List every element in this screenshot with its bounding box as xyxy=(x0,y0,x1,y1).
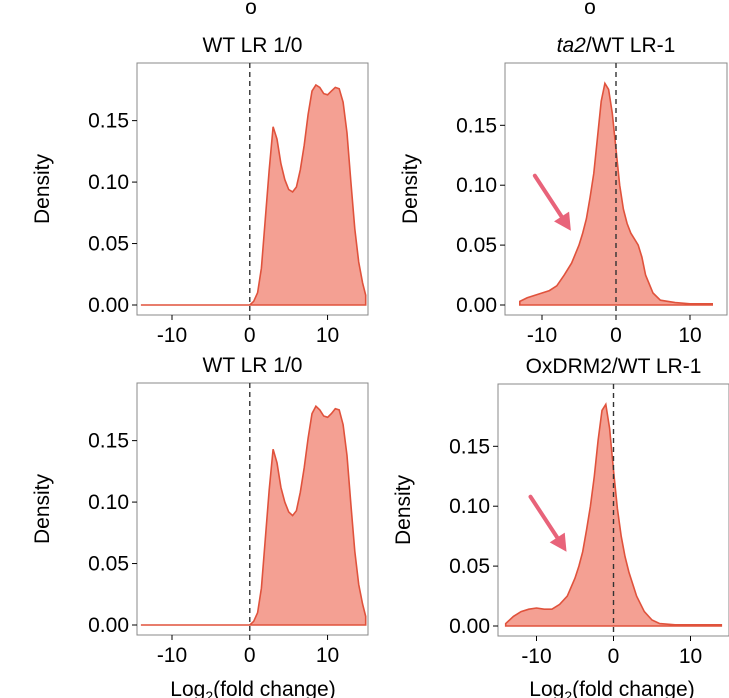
x-tick-label: 0 xyxy=(610,324,622,347)
x-axis-label-right-sub: 2 xyxy=(564,688,572,698)
y-tick-label: 0.05 xyxy=(88,553,129,576)
panel-wt-lr-top: 0.00 0.05 0.10 0.15 -10 0 10 WT LR 1/0 Density xyxy=(31,34,369,347)
plot-frame xyxy=(136,382,369,636)
y-tick-label: 0.15 xyxy=(88,110,129,133)
x-tick-label: 10 xyxy=(316,324,339,347)
y-tick-label: 0.00 xyxy=(456,294,497,317)
y-axis-label: Density xyxy=(31,473,54,544)
panel-wt-lr-bottom: 0.00 0.05 0.10 0.15 -10 0 10 WT LR 1/0 Density xyxy=(31,354,369,667)
y-tick-label: 0.05 xyxy=(456,234,497,257)
plot-frame xyxy=(136,62,369,316)
x-tick-label: 10 xyxy=(679,645,702,668)
panel-title: ta2/WT LR-1 xyxy=(557,34,676,57)
x-tick-label: 10 xyxy=(678,324,701,347)
y-axis-label: Density xyxy=(31,153,54,224)
x-tick-label: -10 xyxy=(157,324,187,347)
y-tick-label: 0.10 xyxy=(449,495,490,518)
y-tick-label: 0.10 xyxy=(88,491,129,514)
x-axis-label-left: Log2(fold change) xyxy=(170,678,335,698)
y-tick-label: 0.00 xyxy=(88,614,129,637)
arrow-head-icon xyxy=(554,211,571,231)
x-tick-label: -10 xyxy=(527,324,557,347)
y-tick-label: 0.10 xyxy=(88,171,129,194)
density-area xyxy=(140,83,367,306)
x-axis-label-left-base: Log xyxy=(170,678,205,698)
x-axis-label-right-base: Log xyxy=(529,678,564,698)
y-axis-label: Density xyxy=(399,153,422,224)
x-axis-label-right-rest: (fold change) xyxy=(572,678,695,698)
panel-ta2-wt: 0.00 0.05 0.10 0.15 -10 0 10 ta2/WT LR-1 Density xyxy=(399,34,728,347)
arrow-shaft xyxy=(528,494,560,540)
top-letter-right: o xyxy=(584,0,596,19)
x-tick-label: 0 xyxy=(244,644,256,667)
y-tick-label: 0.15 xyxy=(456,114,497,137)
arrow-head-icon xyxy=(549,532,567,552)
panel-title: WT LR 1/0 xyxy=(203,34,303,57)
panel-oxdrm2-wt: 0.00 0.05 0.10 0.15 -10 0 10 OxDRM2/WT LR-1 Dens… xyxy=(392,355,729,668)
y-tick-label: 0.10 xyxy=(456,174,497,197)
panel-title-part: WT LR 1/0 xyxy=(203,34,303,57)
x-tick-label: -10 xyxy=(521,645,551,668)
panel-title-part: OxDRM2/WT LR-1 xyxy=(526,355,702,378)
y-tick-label: 0.00 xyxy=(449,615,490,638)
arrow-shaft xyxy=(532,173,564,219)
top-letter-left: o xyxy=(245,0,257,19)
y-axis-label: Density xyxy=(392,474,415,545)
panel-title-part: /WT LR-1 xyxy=(586,34,675,57)
panel-title-part: WT LR 1/0 xyxy=(203,354,303,377)
x-tick-label: -10 xyxy=(157,644,187,667)
y-tick-label: 0.15 xyxy=(88,430,129,453)
x-axis-label-right: Log2(fold change) xyxy=(529,678,694,698)
y-tick-label: 0.05 xyxy=(449,555,490,578)
density-area xyxy=(504,402,723,627)
y-tick-label: 0.00 xyxy=(88,294,129,317)
density-area xyxy=(140,404,367,626)
x-tick-label: 10 xyxy=(316,644,339,667)
x-axis-label-left-rest: (fold change) xyxy=(213,678,336,698)
x-tick-label: 0 xyxy=(244,324,256,347)
density-area xyxy=(519,81,713,306)
panel-title: WT LR 1/0 xyxy=(203,354,303,377)
y-tick-label: 0.15 xyxy=(449,435,490,458)
x-tick-label: 0 xyxy=(608,645,620,668)
panel-title-part: ta2 xyxy=(557,34,587,57)
y-tick-label: 0.05 xyxy=(88,233,129,256)
panel-title: OxDRM2/WT LR-1 xyxy=(526,355,702,378)
x-axis-label-left-sub: 2 xyxy=(205,688,213,698)
